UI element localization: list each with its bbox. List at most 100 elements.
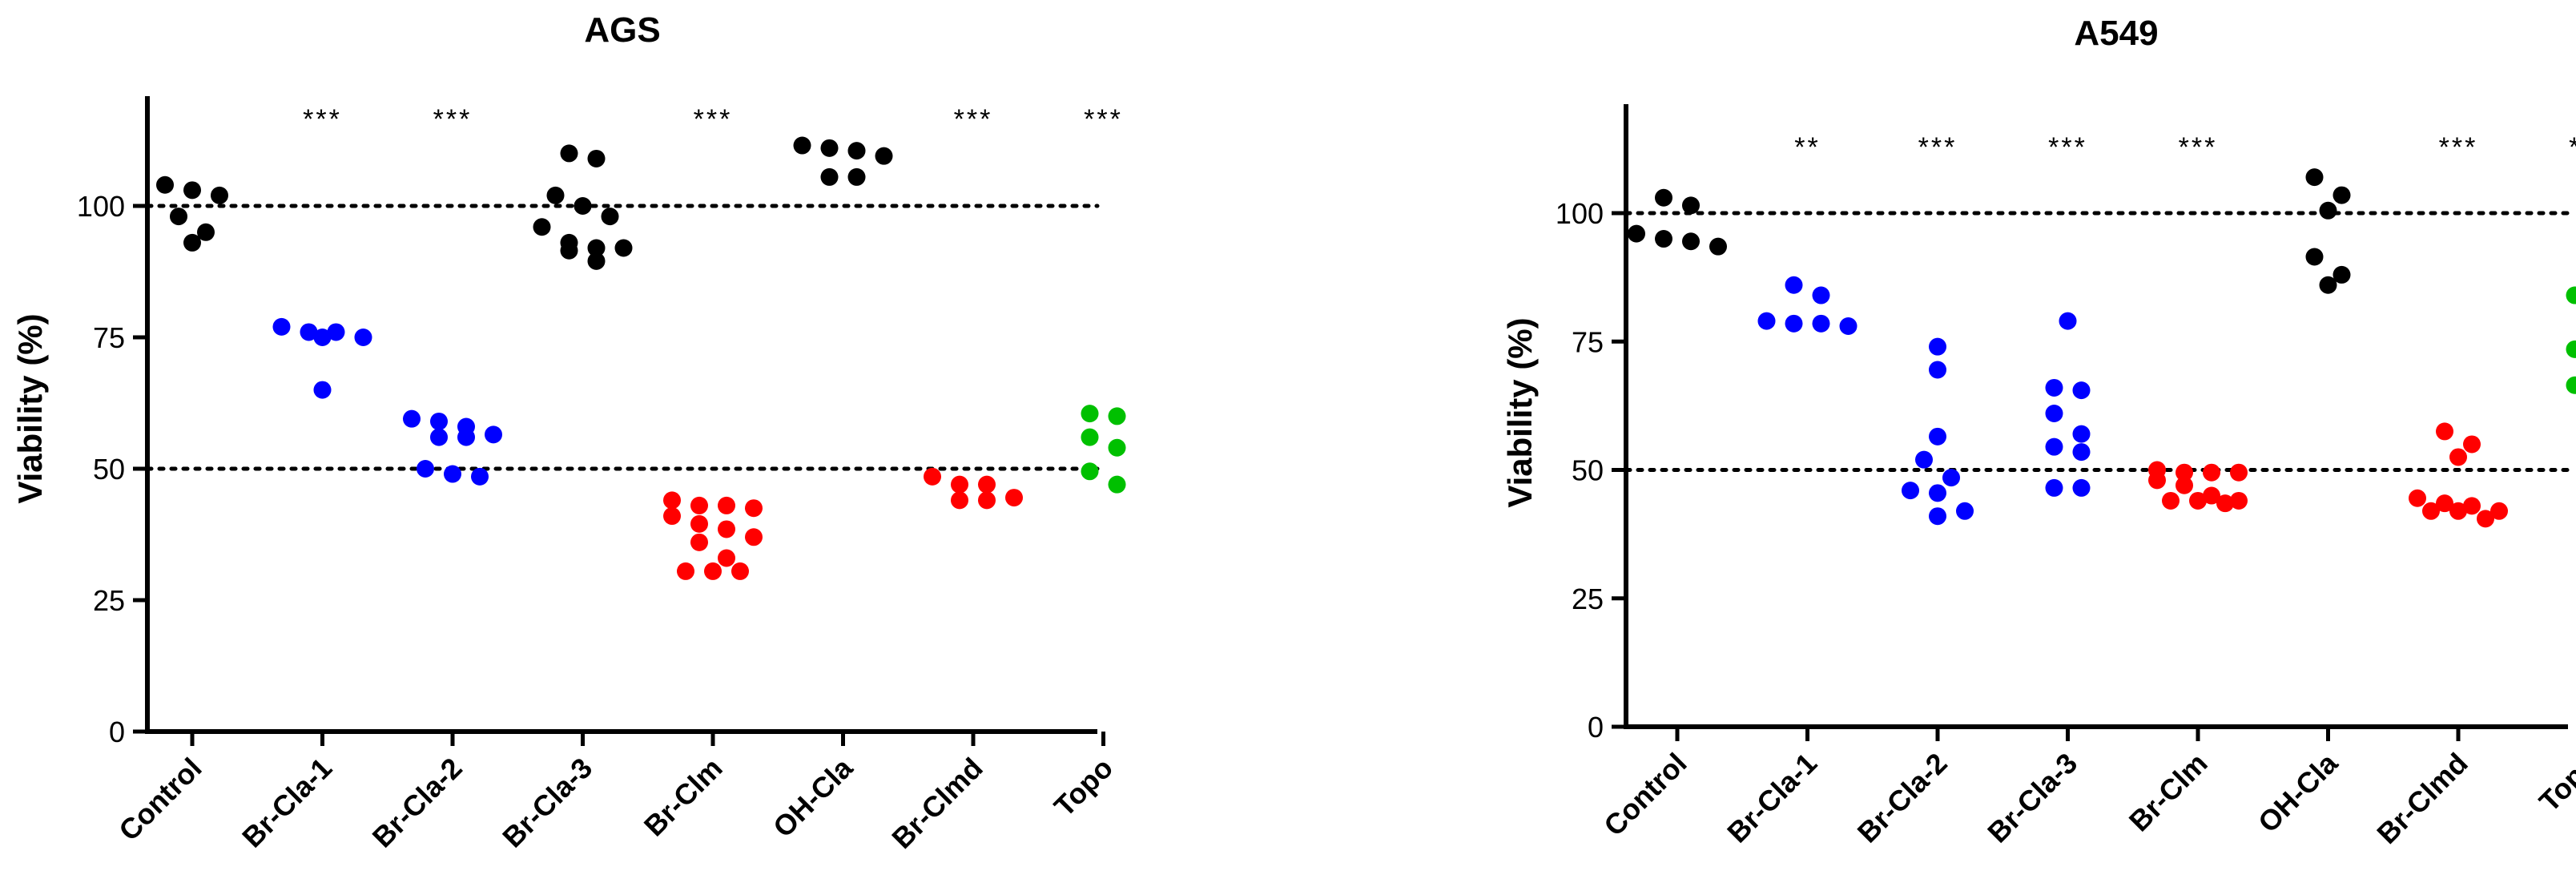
- y-tick-label: 50: [93, 453, 125, 486]
- data-point: [354, 329, 372, 346]
- y-axis-title: Viability (%): [1501, 317, 1539, 507]
- data-point: [1108, 438, 1126, 457]
- data-point: [2203, 486, 2220, 505]
- data-point: [793, 136, 811, 155]
- data-point: [403, 409, 421, 428]
- data-point: [2189, 491, 2207, 510]
- significance-label: ***: [433, 104, 473, 135]
- data-point: [300, 323, 318, 341]
- data-point: [875, 147, 893, 165]
- x-tick-label: Br-Cla-3: [496, 752, 598, 854]
- data-point: [677, 562, 694, 580]
- ags-panel: AGS Viability (%) 0 25 50 75 100 Control Br-Cl…: [11, 10, 1126, 855]
- x-tick-label: Br-Clm: [638, 752, 729, 843]
- x-tick-label: Control: [112, 752, 207, 847]
- significance-label: ***: [2048, 132, 2087, 163]
- x-tick-label: Br-Clmd: [2370, 747, 2473, 850]
- data-point: [587, 149, 606, 167]
- a549-panel: A549 Viability (%) 0 25 50 75 100 Control Br-C…: [1501, 14, 2576, 850]
- data-point: [614, 239, 633, 257]
- data-point: [211, 186, 228, 204]
- data-point: [663, 491, 681, 510]
- data-point: [2490, 502, 2508, 520]
- data-point: [2319, 201, 2337, 220]
- data-point: [1682, 196, 1700, 215]
- data-point: [2176, 476, 2193, 494]
- significance-label: ***: [1084, 104, 1123, 135]
- chart-title: AGS: [584, 10, 660, 50]
- data-point: [2477, 510, 2494, 528]
- data-point: [587, 239, 606, 257]
- x-tick-label: OH-Cla: [767, 751, 859, 844]
- x-tick-label: Br-Cla-2: [1851, 747, 1954, 849]
- data-point: [1081, 405, 1099, 423]
- data-point: [533, 218, 551, 236]
- data-point: [745, 528, 763, 546]
- data-point: [731, 562, 749, 580]
- data-point: [1929, 361, 1946, 379]
- data-point: [1942, 469, 1960, 487]
- data-point: [690, 496, 708, 514]
- data-point: [2148, 471, 2166, 490]
- chart-title: A549: [2074, 14, 2158, 53]
- data-point: [2332, 186, 2351, 204]
- data-point: [1929, 337, 1946, 356]
- data-point: [924, 467, 941, 486]
- data-point: [2319, 276, 2337, 294]
- data-point: [1929, 427, 1946, 446]
- x-tick-label: Br-Cla-2: [366, 752, 469, 854]
- data-point: [2332, 265, 2351, 284]
- data-point: [430, 428, 448, 446]
- data-point: [313, 329, 332, 346]
- x-tick-label: Br-Cla-3: [1981, 747, 2083, 849]
- x-tick-label: Br-Clmd: [885, 752, 988, 855]
- data-point: [1081, 428, 1099, 446]
- x-tick-label: Br-Cla-1: [235, 752, 338, 854]
- data-point: [313, 381, 332, 399]
- x-tick-label: Br-Clm: [2123, 747, 2214, 838]
- data-point: [2230, 491, 2248, 510]
- x-tick-label: Control: [1597, 747, 1693, 842]
- significance-label: ***: [2569, 132, 2576, 163]
- y-tick-label: 50: [1572, 454, 1604, 487]
- data-point: [1785, 276, 1803, 294]
- data-point: [704, 562, 722, 580]
- data-point: [272, 317, 291, 336]
- data-point: [1757, 312, 1776, 330]
- y-tick-label: 75: [93, 321, 125, 354]
- significance-label: ***: [2439, 132, 2478, 163]
- data-point: [327, 323, 345, 341]
- data-point: [587, 252, 606, 270]
- data-point: [1081, 462, 1099, 481]
- data-point: [417, 460, 434, 478]
- significance-label: ***: [1918, 132, 1958, 163]
- y-tick-label: 0: [1588, 711, 1604, 744]
- data-point: [2463, 497, 2481, 515]
- significance-label: ***: [954, 104, 993, 135]
- data-point: [978, 475, 996, 494]
- y-tick-label: 25: [1572, 583, 1604, 615]
- data-point: [1929, 484, 1946, 502]
- data-point: [2463, 435, 2481, 454]
- y-tick-label: 100: [1556, 197, 1604, 230]
- y-tick-label: 0: [109, 716, 125, 748]
- data-point: [2072, 478, 2091, 497]
- data-point: [457, 428, 475, 446]
- significance-label: **: [1794, 132, 1820, 163]
- data-point: [847, 167, 866, 186]
- data-point: [951, 491, 968, 510]
- x-tick-label: Topo: [1048, 752, 1119, 823]
- data-point: [1628, 224, 1645, 243]
- x-tick-label: Topo: [2533, 747, 2576, 818]
- data-point: [1812, 286, 1830, 304]
- data-point: [1709, 237, 1727, 256]
- data-point: [2203, 463, 2220, 482]
- data-point: [2072, 443, 2091, 462]
- data-point: [560, 241, 578, 260]
- data-point: [485, 425, 502, 444]
- significance-label: ***: [303, 104, 342, 135]
- data-point: [1655, 188, 1672, 207]
- data-point: [183, 233, 201, 252]
- data-point: [718, 520, 735, 538]
